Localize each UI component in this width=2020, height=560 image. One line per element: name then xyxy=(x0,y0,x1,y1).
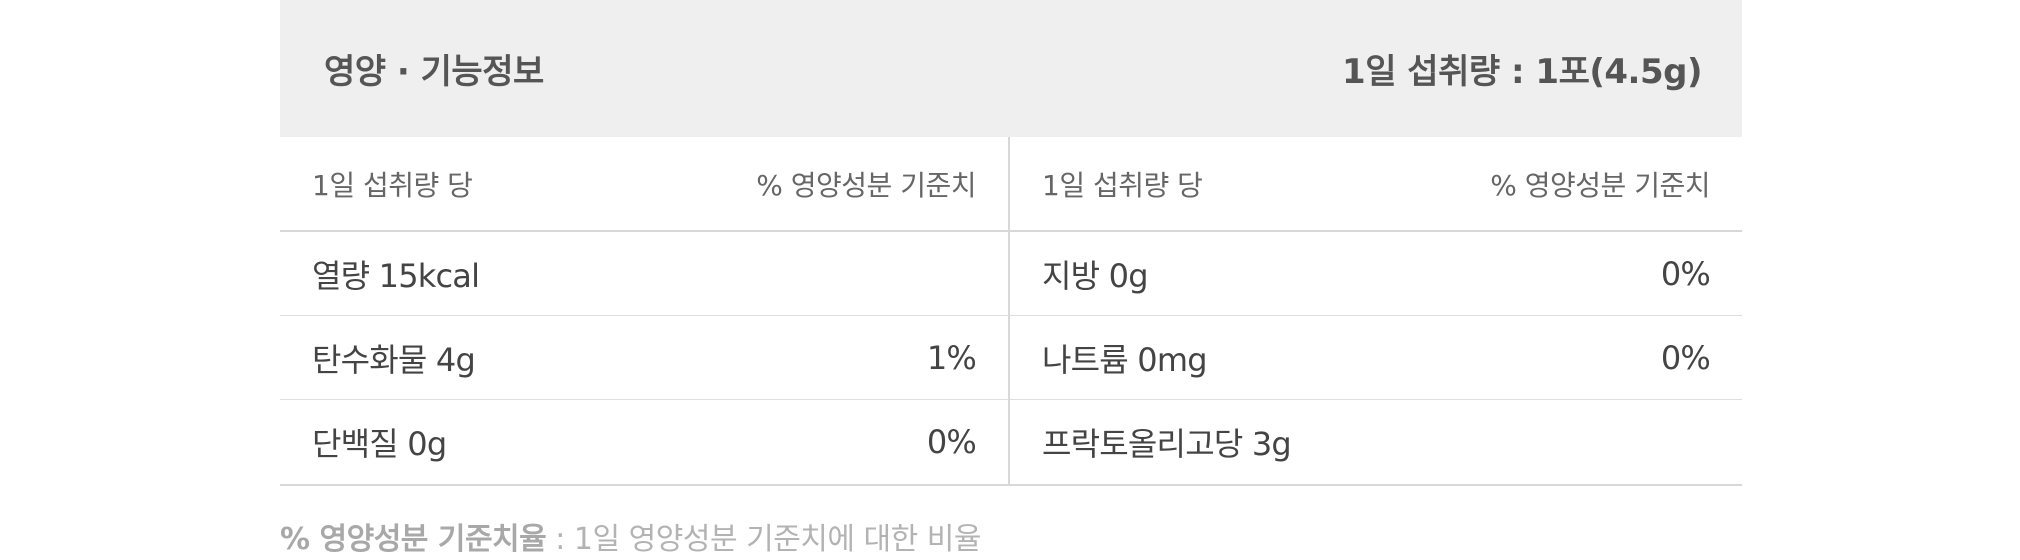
nutrition-header: 영양 · 기능정보 1일 섭취량 : 1포(4.5g) xyxy=(280,0,1742,137)
nutrient-name: 열량 15kcal xyxy=(312,256,480,295)
table-row: 프락토올리고당 3g xyxy=(1010,400,1742,484)
nutrient-dv: 0% xyxy=(1660,254,1711,293)
table-row: 열량 15kcal xyxy=(280,232,1008,316)
footnote-term: % 영양성분 기준치율 xyxy=(280,522,547,557)
nutrient-dv: 0% xyxy=(1660,338,1711,377)
per-serving-header: 1일 섭취량 당 xyxy=(1042,168,1203,202)
daily-value-header: % 영양성분 기준치 xyxy=(1490,168,1710,202)
table-column-right: 1일 섭취량 당 % 영양성분 기준치 지방 0g 0% 나트륨 0mg 0% … xyxy=(1010,137,1742,484)
nutrient-name: 나트륨 0mg xyxy=(1042,340,1208,379)
table-header-row: 1일 섭취량 당 % 영양성분 기준치 xyxy=(1010,137,1742,232)
nutrient-name: 지방 0g xyxy=(1042,256,1149,295)
nutrition-panel: 영양 · 기능정보 1일 섭취량 : 1포(4.5g) 1일 섭취량 당 % 영… xyxy=(280,0,1742,558)
table-row: 탄수화물 4g 1% xyxy=(280,316,1008,400)
nutrient-dv: 0% xyxy=(926,423,977,461)
table-row: 단백질 0g 0% xyxy=(280,400,1008,484)
table-row: 나트륨 0mg 0% xyxy=(1010,316,1742,400)
nutrient-name: 탄수화물 4g xyxy=(312,340,476,379)
nutrient-name: 프락토올리고당 3g xyxy=(1042,425,1292,463)
header-title: 영양 · 기능정보 xyxy=(324,52,544,92)
per-serving-header: 1일 섭취량 당 xyxy=(312,168,473,202)
daily-value-header: % 영양성분 기준치 xyxy=(756,168,976,202)
table-row: 지방 0g 0% xyxy=(1010,232,1742,316)
nutrient-name: 단백질 0g xyxy=(312,425,447,463)
table-column-left: 1일 섭취량 당 % 영양성분 기준치 열량 15kcal 탄수화물 4g 1%… xyxy=(280,137,1010,484)
nutrition-table: 1일 섭취량 당 % 영양성분 기준치 열량 15kcal 탄수화물 4g 1%… xyxy=(280,137,1742,486)
table-header-row: 1일 섭취량 당 % 영양성분 기준치 xyxy=(280,137,1008,232)
footnote: % 영양성분 기준치율 : 1일 영양성분 기준치에 대한 비율 xyxy=(280,514,1742,558)
nutrient-dv: 1% xyxy=(926,338,977,377)
serving-size: 1일 섭취량 : 1포(4.5g) xyxy=(1342,52,1702,92)
footnote-definition: : 1일 영양성분 기준치에 대한 비율 xyxy=(546,522,981,557)
